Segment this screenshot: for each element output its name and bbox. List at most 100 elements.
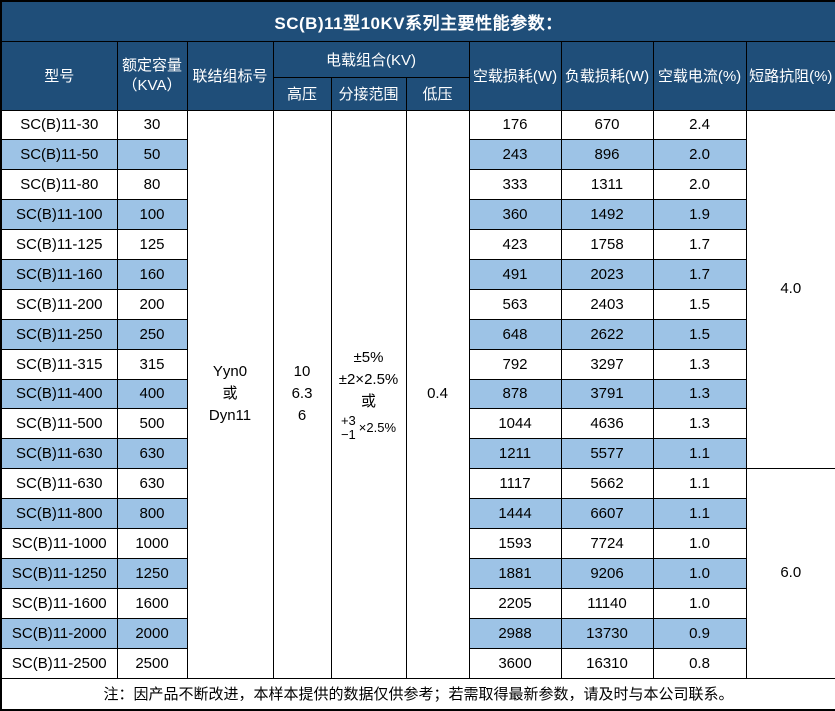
load-loss-cell: 670	[560, 109, 654, 141]
no-load-loss-cell: 360	[468, 199, 562, 231]
model-cell: SC(B)11-800	[0, 498, 118, 529]
table-row: SC(B)11-400 400 878 3791 1.3	[0, 378, 835, 410]
capacity-cell: 100	[116, 199, 188, 231]
header-connection: 联结组标号	[186, 40, 274, 111]
no-load-loss-cell: 2205	[468, 587, 562, 619]
merged-cell-line: 或	[360, 392, 376, 410]
tap-stack-values: +3 −1	[340, 413, 356, 442]
capacity-cell: 500	[116, 408, 188, 440]
header-row-1: 型号 额定容量 （KVA） 联结组标号 电载组合(KV) 空载损耗(W) 负载损…	[0, 40, 835, 111]
capacity-cell: 30	[116, 109, 188, 141]
no-load-loss-cell: 423	[468, 229, 562, 260]
model-cell: SC(B)11-2000	[0, 617, 118, 649]
model-cell: SC(B)11-1000	[0, 527, 118, 559]
table-row: SC(B)11-250 250 648 2622 1.5	[0, 318, 835, 350]
no-load-loss-cell: 176	[468, 109, 562, 141]
load-loss-cell: 11140	[560, 587, 654, 619]
no-load-loss-cell: 1593	[468, 527, 562, 559]
header-low-voltage: 低压	[405, 76, 470, 111]
model-cell: SC(B)11-125	[0, 229, 118, 260]
model-cell: SC(B)11-50	[0, 139, 118, 171]
capacity-cell: 800	[116, 498, 188, 529]
no-load-current-cell: 1.3	[652, 408, 747, 440]
impedance-cell: 6.0	[745, 468, 835, 679]
load-loss-cell: 7724	[560, 527, 654, 559]
table-footer: 注：因产品不断改进，本样本提供的数据仅供参考；若需取得最新参数，请及时与本公司联…	[0, 677, 835, 711]
table-row: SC(B)11-200 200 563 2403 1.5	[0, 288, 835, 320]
no-load-loss-cell: 1881	[468, 557, 562, 589]
load-loss-cell: 16310	[560, 647, 654, 679]
header-no-load-loss: 空载损耗(W)	[468, 40, 562, 111]
table-body: SC(B)11-30 30 Yyn0 或 Dyn11 10 6.3 6 ±5% ±2×2.5% 或 +…	[0, 109, 835, 679]
table-row: SC(B)11-1250 1250 1881 9206 1.0	[0, 557, 835, 589]
header-model: 型号	[0, 40, 118, 111]
tap-stack-line: −1	[340, 426, 356, 442]
capacity-cell: 50	[116, 139, 188, 171]
no-load-loss-cell: 333	[468, 169, 562, 201]
no-load-current-cell: 1.3	[652, 348, 747, 380]
table-row: SC(B)11-1600 1600 2205 11140 1.0	[0, 587, 835, 619]
no-load-current-cell: 1.1	[652, 438, 747, 470]
table-row: SC(B)11-100 100 360 1492 1.9	[0, 199, 835, 231]
impedance-cell: 4.0	[745, 109, 835, 470]
no-load-loss-cell: 878	[468, 378, 562, 410]
no-load-current-cell: 1.7	[652, 258, 747, 290]
model-cell: SC(B)11-400	[0, 378, 118, 410]
capacity-cell: 80	[116, 169, 188, 201]
merged-cell-line: ±2×2.5%	[338, 370, 399, 388]
no-load-loss-cell: 792	[468, 348, 562, 380]
header-capacity-line2: （KVA）	[122, 76, 182, 94]
capacity-cell: 125	[116, 229, 188, 260]
table-row: SC(B)11-500 500 1044 4636 1.3	[0, 408, 835, 440]
load-loss-cell: 4636	[560, 408, 654, 440]
connection-group-cell: Yyn0 或 Dyn11	[186, 109, 274, 679]
no-load-loss-cell: 3600	[468, 647, 562, 679]
table-row: SC(B)11-125 125 423 1758 1.7	[0, 229, 835, 260]
load-loss-cell: 1311	[560, 169, 654, 201]
no-load-loss-cell: 1211	[468, 438, 562, 470]
no-load-current-cell: 1.0	[652, 557, 747, 589]
no-load-current-cell: 2.0	[652, 139, 747, 171]
header-no-load-current: 空载电流(%)	[652, 40, 747, 111]
capacity-cell: 630	[116, 438, 188, 470]
load-loss-cell: 9206	[560, 557, 654, 589]
no-load-loss-cell: 648	[468, 318, 562, 350]
model-cell: SC(B)11-630	[0, 438, 118, 470]
capacity-cell: 1250	[116, 557, 188, 589]
model-cell: SC(B)11-630	[0, 468, 118, 500]
no-load-current-cell: 2.0	[652, 169, 747, 201]
load-loss-cell: 2622	[560, 318, 654, 350]
model-cell: SC(B)11-80	[0, 169, 118, 201]
load-loss-cell: 3297	[560, 348, 654, 380]
no-load-current-cell: 1.3	[652, 378, 747, 410]
tap-range-cell: ±5% ±2×2.5% 或 +3 −1 ×2.5%	[330, 109, 407, 679]
capacity-cell: 160	[116, 258, 188, 290]
header-high-voltage: 高压	[272, 76, 332, 111]
capacity-cell: 315	[116, 348, 188, 380]
model-cell: SC(B)11-2500	[0, 647, 118, 679]
model-cell: SC(B)11-200	[0, 288, 118, 320]
load-loss-cell: 1758	[560, 229, 654, 260]
no-load-current-cell: 1.5	[652, 288, 747, 320]
no-load-loss-cell: 491	[468, 258, 562, 290]
no-load-current-cell: 0.8	[652, 647, 747, 679]
no-load-current-cell: 1.0	[652, 587, 747, 619]
merged-cell-line: ±5%	[353, 348, 384, 366]
capacity-cell: 1000	[116, 527, 188, 559]
low-voltage-cell: 0.4	[405, 109, 470, 679]
load-loss-cell: 3791	[560, 378, 654, 410]
no-load-current-cell: 1.5	[652, 318, 747, 350]
model-cell: SC(B)11-1600	[0, 587, 118, 619]
no-load-loss-cell: 563	[468, 288, 562, 320]
load-loss-cell: 6607	[560, 498, 654, 529]
load-loss-cell: 2023	[560, 258, 654, 290]
model-cell: SC(B)11-250	[0, 318, 118, 350]
model-cell: SC(B)11-160	[0, 258, 118, 290]
table-row: SC(B)11-2000 2000 2988 13730 0.9	[0, 617, 835, 649]
merged-cell-line: Dyn11	[208, 407, 252, 424]
table-row: SC(B)11-50 50 243 896 2.0	[0, 139, 835, 171]
no-load-loss-cell: 243	[468, 139, 562, 171]
table-row: SC(B)11-2500 2500 3600 16310 0.8	[0, 647, 835, 679]
